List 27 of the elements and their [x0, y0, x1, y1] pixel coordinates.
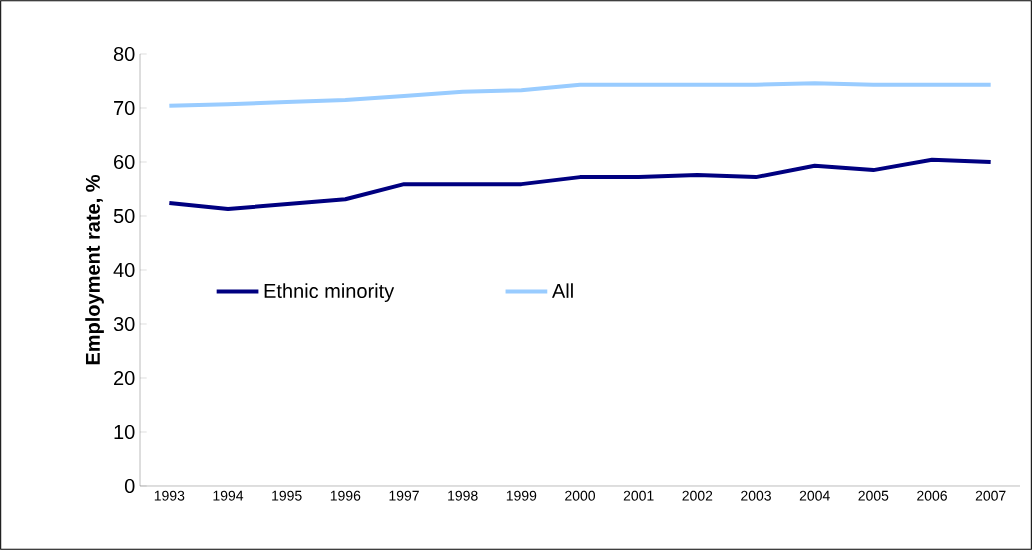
y-tick-label: 10	[114, 424, 135, 440]
x-tick-label: 2001	[623, 490, 654, 501]
x-tick-label: 2002	[682, 490, 713, 501]
legend-label: Ethnic minority	[264, 283, 395, 302]
y-tick-label: 0	[124, 478, 135, 494]
x-tick-label: 1998	[448, 490, 478, 501]
x-tick-label: 2000	[565, 490, 596, 501]
y-tick-label: 20	[114, 370, 135, 386]
x-tick-label: 1997	[389, 490, 419, 501]
y-tick-label: 80	[113, 46, 135, 62]
x-tick-label: 1993	[154, 490, 185, 501]
y-tick-label: 60	[114, 154, 135, 170]
x-tick-label: 1995	[272, 490, 302, 501]
x-tick-label: 1994	[213, 490, 244, 501]
x-tick-label: 2005	[858, 490, 889, 501]
y-axis-title: Employment rate, %	[85, 174, 104, 365]
x-tick-label: 2006	[917, 490, 947, 501]
x-tick-label: 2003	[741, 490, 771, 501]
x-tick-label: 2004	[799, 490, 830, 501]
x-tick-label: 1999	[506, 490, 537, 501]
x-tick-label: 1996	[330, 490, 361, 501]
y-tick-label: 50	[113, 208, 135, 224]
y-tick-label: 30	[113, 316, 135, 332]
y-tick-label: 70	[114, 100, 135, 116]
x-tick-label: 2007	[975, 490, 1006, 501]
y-tick-label: 40	[113, 262, 135, 278]
legend-label: All	[551, 283, 573, 298]
